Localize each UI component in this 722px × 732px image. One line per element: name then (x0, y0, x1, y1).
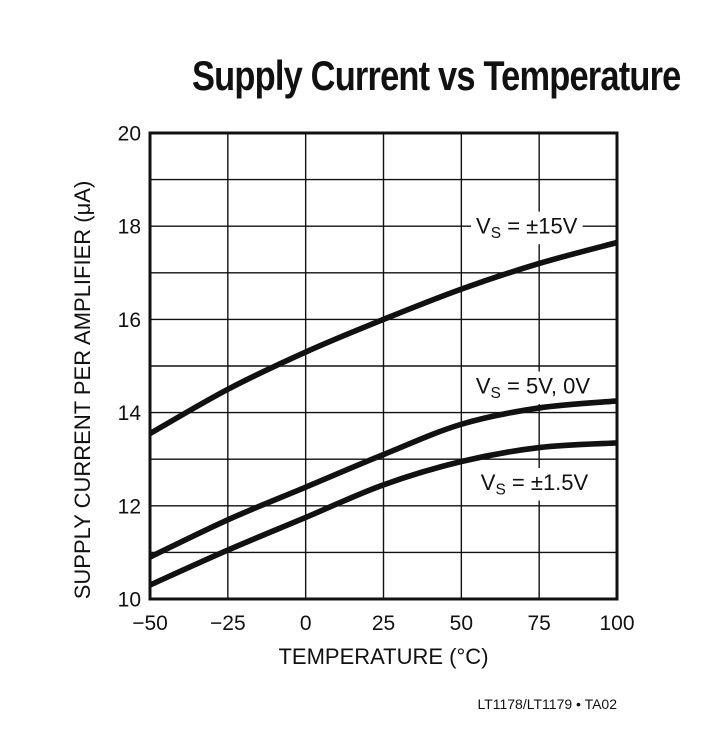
x-tick-label: −50 (132, 612, 168, 635)
x-tick-label: 75 (527, 612, 550, 635)
y-tick-label: 12 (118, 495, 141, 518)
plot-border (148, 131, 619, 601)
plot-border-group (148, 131, 619, 601)
x-tick-label: 25 (372, 612, 395, 635)
x-axis-label: TEMPERATURE (°C) (278, 644, 489, 669)
y-tick-label: 14 (118, 402, 142, 425)
x-tick-label: 50 (450, 612, 473, 635)
x-tick-label: 0 (300, 612, 312, 635)
y-tick-label: 18 (118, 216, 141, 239)
curve-label-vs-pm1p5v: VS = ±1.5V (481, 470, 589, 499)
curve-vs-pm15v (148, 239, 618, 437)
curve-vs-pm1p5v (148, 440, 618, 588)
curve-label-mask-vs-pm1p5v (475, 468, 594, 501)
tick-and-curve-labels: 10 12 14 16 18 20 −50 −25 0 25 50 75 100 VS = ±15V VS … (118, 123, 635, 636)
x-tick-label: 100 (599, 612, 634, 635)
x-tick-label: −25 (210, 612, 246, 635)
curve-label-vs-pm15v: VS = ±15V (476, 214, 578, 243)
gridlines (150, 133, 617, 599)
y-tick-label: 10 (118, 589, 141, 612)
curve-label-mask-vs-5v-0v (470, 371, 596, 405)
y-tick-label: 20 (118, 123, 141, 146)
curve-label-vs-5v-0v: VS = 5V, 0V (476, 374, 590, 403)
curve-vs-5v-0v (148, 398, 618, 560)
part-number-label: LT1178/LT1179 • TA02 (477, 696, 617, 712)
label-masks (470, 211, 596, 501)
y-tick-label: 16 (118, 309, 141, 332)
curve-label-mask-vs-pm15v (471, 211, 583, 245)
curves (148, 239, 618, 588)
y-axis-label: SUPPLY CURRENT PER AMPLIFIER (μA) (70, 180, 95, 600)
